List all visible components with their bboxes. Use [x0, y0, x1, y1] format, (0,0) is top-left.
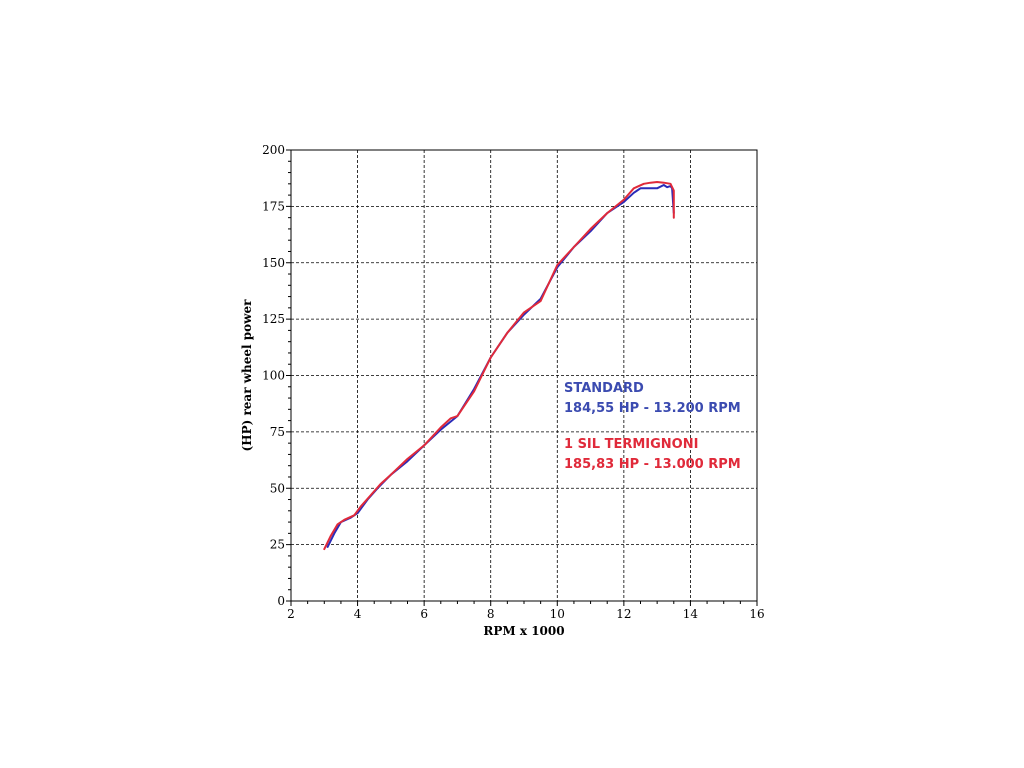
- x-axis-title: RPM x 1000: [483, 624, 564, 638]
- annotation-label: 184,55 HP - 13.200 RPM: [564, 401, 741, 416]
- y-tick-label: 200: [262, 143, 285, 157]
- x-tick-label: 12: [616, 607, 631, 621]
- annotation-label: STANDARD: [564, 381, 644, 396]
- grid-lines: [291, 150, 757, 601]
- y-tick-label: 0: [277, 594, 285, 608]
- y-tick-label: 150: [262, 256, 285, 270]
- y-tick-label: 125: [262, 312, 285, 326]
- x-tick-label: 14: [683, 607, 699, 621]
- series-line-termignoni: [323, 181, 675, 551]
- x-tick-label: 10: [550, 607, 565, 621]
- x-tick-label: 16: [749, 607, 764, 621]
- x-tick-label: 8: [487, 607, 495, 621]
- x-tick-label: 6: [420, 607, 428, 621]
- series-lines: [323, 181, 675, 551]
- axis-ticks: 2 4 6 8 10 12 14 16 0 25 50 75 100 125 150 175 200: [262, 143, 765, 621]
- annotation-label: 185,83 HP - 13.000 RPM: [564, 457, 741, 472]
- x-tick-label: 2: [287, 607, 295, 621]
- y-tick-label: 100: [262, 369, 285, 383]
- y-tick-label: 75: [270, 425, 285, 439]
- x-tick-label: 4: [354, 607, 362, 621]
- y-tick-label: 50: [270, 481, 285, 495]
- y-tick-label: 175: [262, 199, 285, 213]
- annotations: STANDARD 184,55 HP - 13.200 RPM 1 SIL TERM…: [564, 381, 741, 472]
- y-tick-label: 25: [270, 538, 285, 552]
- y-axis-title: (HP) rear wheel power: [240, 299, 254, 452]
- annotation-label: 1 SIL TERMIGNONI: [564, 437, 698, 452]
